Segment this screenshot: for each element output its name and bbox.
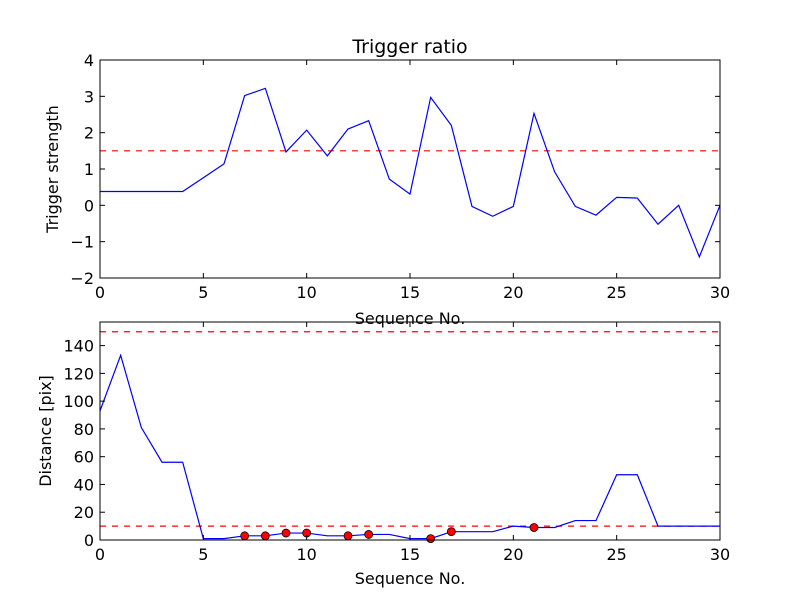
top-x-tick-label: 10 [296, 283, 316, 302]
bottom-y-tick-label: 0 [84, 531, 94, 550]
bottom-x-axis-label: Sequence No. [355, 569, 466, 588]
top-plot-frame [99, 59, 721, 279]
bottom-y-axis-label: Distance [pix] [36, 375, 55, 487]
bottom-x-tick-label: 20 [503, 545, 523, 564]
bottom-plot-frame [99, 321, 721, 541]
top-y-tick-label: 3 [84, 87, 94, 106]
bottom-x-tick-label: 5 [198, 545, 208, 564]
top-y-tick-label: −1 [70, 233, 94, 252]
bottom-series-line [99, 353, 720, 540]
bottom-x-tick-label: 10 [296, 545, 316, 564]
top-series-line [100, 87, 721, 259]
top-y-tick-label: 4 [84, 51, 94, 70]
top-x-tick-label: 0 [95, 283, 105, 302]
top-plot: Trigger ratio 0 5 10 15 20 25 30 −2 −1 0 1 2 3 4 Sequ… [43, 36, 730, 328]
bottom-y-tick-label: 60 [74, 448, 94, 467]
top-plot-lines [100, 87, 721, 259]
chart-title: Trigger ratio [351, 36, 467, 58]
bottom-y-tick-label: 100 [63, 392, 94, 411]
bottom-plot-ticks: 0 5 10 15 20 25 30 0 20 40 60 80 100 120 140 [63, 322, 730, 564]
bottom-x-tick-label: 30 [710, 545, 730, 564]
bottom-marker-point [529, 523, 539, 532]
bottom-plot-lines [99, 331, 720, 544]
bottom-y-tick-label: 80 [74, 420, 94, 439]
bottom-x-tick-label: 15 [400, 545, 420, 564]
bottom-marker-point [364, 530, 374, 539]
top-y-tick-label: 2 [84, 124, 94, 143]
bottom-y-tick-label: 20 [74, 503, 94, 522]
bottom-plot: 0 5 10 15 20 25 30 0 20 40 60 80 100 120 140 Sequence … [36, 321, 730, 588]
top-x-tick-label: 20 [503, 283, 523, 302]
top-y-tick-label: 0 [84, 196, 94, 215]
top-x-tick-label: 25 [606, 283, 626, 302]
bottom-x-tick-label: 25 [606, 545, 626, 564]
bottom-marker-point [426, 534, 436, 544]
bottom-y-tick-label: 40 [74, 475, 94, 494]
top-x-tick-label: 30 [710, 283, 730, 302]
top-x-axis-label: Sequence No. [355, 309, 466, 328]
bottom-y-tick-label: 120 [63, 364, 94, 383]
top-x-tick-label: 5 [198, 283, 208, 302]
top-plot-ticks: 0 5 10 15 20 25 30 −2 −1 0 1 2 3 4 [70, 51, 730, 302]
bottom-marker-point [281, 528, 291, 538]
bottom-marker-point [343, 531, 353, 541]
top-x-tick-label: 15 [400, 283, 420, 302]
bottom-marker-point [260, 531, 270, 541]
bottom-y-tick-label: 140 [63, 337, 94, 356]
bottom-x-tick-label: 0 [95, 545, 105, 564]
bottom-marker-point [240, 531, 250, 541]
top-y-tick-label: 1 [84, 160, 94, 179]
top-y-tick-label: −2 [70, 269, 94, 288]
top-y-axis-label: Trigger strength [43, 105, 62, 234]
bottom-marker-point [446, 527, 456, 537]
